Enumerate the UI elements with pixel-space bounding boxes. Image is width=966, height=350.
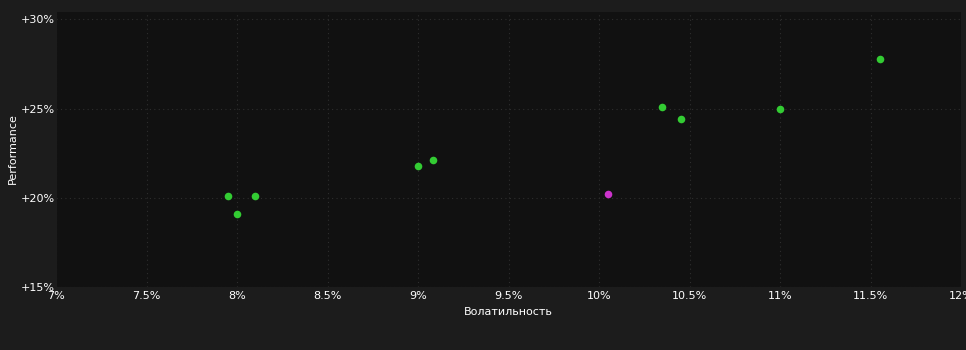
X-axis label: Волатильность: Волатильность [464, 307, 554, 317]
Point [229, 211, 244, 217]
Point [411, 163, 426, 168]
Point [655, 104, 670, 110]
Point [773, 106, 788, 111]
Point [425, 158, 440, 163]
Y-axis label: Performance: Performance [8, 113, 17, 184]
Point [220, 193, 236, 199]
Point [872, 56, 888, 62]
Point [673, 117, 689, 122]
Point [601, 191, 616, 197]
Point [247, 193, 263, 199]
